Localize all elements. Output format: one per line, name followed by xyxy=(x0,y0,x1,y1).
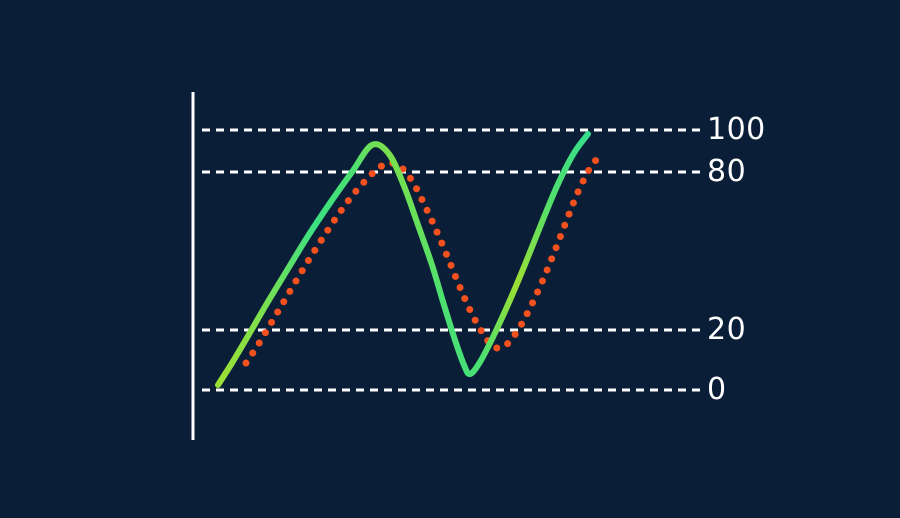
series-red-dot xyxy=(477,327,485,335)
series-red-dot xyxy=(311,246,319,254)
series-red-dot xyxy=(438,239,446,247)
series-red-dot xyxy=(552,244,560,252)
series-red-dot xyxy=(280,298,288,306)
series-red-dot xyxy=(368,170,376,178)
series-red-dot xyxy=(442,250,450,258)
series-red-dot xyxy=(298,267,306,275)
series-red-dot xyxy=(565,210,573,218)
series-red-dot xyxy=(504,340,512,348)
series-red-dot xyxy=(493,344,501,352)
series-red-dot xyxy=(428,217,436,225)
series-red-dot xyxy=(461,295,469,303)
series-red-dot xyxy=(569,199,577,207)
series-red-dot xyxy=(249,349,257,357)
series-red-dot xyxy=(548,255,556,263)
series-green-solid-line xyxy=(215,131,591,388)
series-red-dot xyxy=(543,266,551,274)
series-red-dot xyxy=(413,185,421,193)
series-red-dot xyxy=(451,272,459,280)
series-red-dot xyxy=(242,359,250,367)
series-red-dot xyxy=(585,166,593,174)
series-red-dot xyxy=(466,305,474,313)
series-red-dot xyxy=(268,318,276,326)
series-red-dot xyxy=(579,177,587,185)
series-red-dot xyxy=(529,299,537,307)
series-red-dot xyxy=(538,277,546,285)
series-red-dot xyxy=(261,329,269,337)
series-red-dot xyxy=(352,187,360,195)
series-red-dot xyxy=(274,308,282,316)
series-red-dot xyxy=(518,320,526,328)
series-red-dot xyxy=(592,157,600,165)
series-red-dot xyxy=(423,206,431,214)
series-red-dot xyxy=(286,287,294,295)
series-red-dot xyxy=(292,277,300,285)
series-red-dot xyxy=(447,261,455,269)
gridline-group xyxy=(202,128,700,392)
series-red-dot xyxy=(433,228,441,236)
series-red-dot xyxy=(418,195,426,203)
series-red-dot xyxy=(471,316,479,324)
series-red-dot xyxy=(344,197,352,205)
y-axis-tick-label-0: 0 xyxy=(707,372,727,407)
series-red-dot xyxy=(317,236,325,244)
y-axis-tick-label-80: 80 xyxy=(707,154,747,189)
y-axis-tick-label-100: 100 xyxy=(707,112,766,147)
series-red-dot xyxy=(360,178,368,186)
series-red-dot xyxy=(330,216,338,224)
series-red-dot xyxy=(255,339,263,347)
series-red-dot xyxy=(399,165,407,173)
series-red-dot xyxy=(574,188,582,196)
series-red-dot xyxy=(377,162,385,170)
series-red-dot xyxy=(523,310,531,318)
series-red-dot xyxy=(324,226,332,234)
series-red-dot xyxy=(337,206,345,214)
y-axis-tick-label-20: 20 xyxy=(707,312,747,347)
series-red-dot xyxy=(456,284,464,292)
series-red-dot xyxy=(511,330,519,338)
series-red-dot xyxy=(406,174,414,182)
series-red-dot-group xyxy=(242,157,600,367)
series-red-dot xyxy=(534,288,542,296)
series-red-dot xyxy=(556,233,564,241)
series-red-dot xyxy=(561,221,569,229)
series-red-dotted-line xyxy=(246,159,597,363)
series-red-dot xyxy=(304,257,312,265)
